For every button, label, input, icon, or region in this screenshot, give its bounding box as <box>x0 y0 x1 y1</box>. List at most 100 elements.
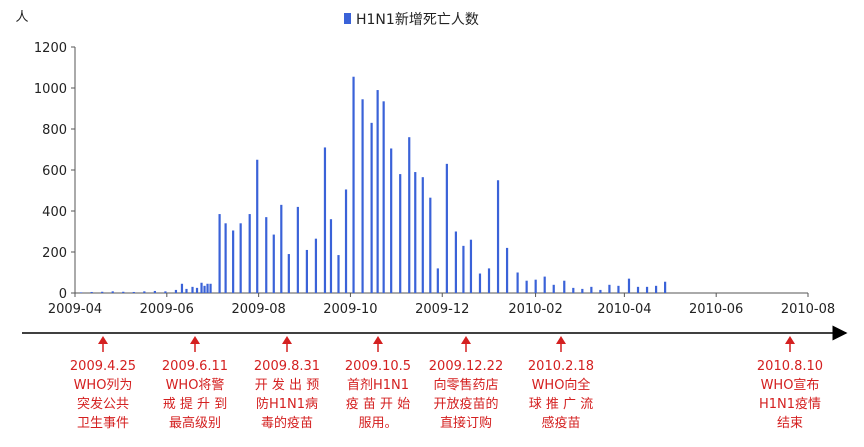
bar <box>414 172 417 293</box>
x-tick-label: 2009-08 <box>231 302 285 317</box>
bar <box>90 291 93 293</box>
bar <box>421 177 424 293</box>
event-description-line: 球 推 广 流 <box>529 397 593 412</box>
y-tick-label: 400 <box>42 205 67 220</box>
bar <box>209 283 212 293</box>
bar <box>256 159 259 293</box>
bar <box>143 291 146 293</box>
bar <box>599 289 602 293</box>
event-description-line: WHO将警 <box>166 377 225 393</box>
event-arrow-head <box>282 336 292 344</box>
bar <box>180 283 184 293</box>
bar <box>543 276 546 293</box>
bar <box>191 286 194 293</box>
event-description-line: 向零售药店 <box>433 377 498 393</box>
bar <box>436 268 439 293</box>
bar <box>454 231 457 293</box>
bar <box>329 219 333 293</box>
bar <box>370 122 373 293</box>
bar <box>534 279 537 293</box>
bar <box>224 223 227 293</box>
bar <box>195 287 199 293</box>
bar <box>608 284 611 293</box>
legend-label: H1N1新增死亡人数 <box>356 12 479 28</box>
event-description-line: 开 发 出 预 <box>255 377 319 393</box>
legend: H1N1新增死亡人数 <box>344 12 479 28</box>
event-description-line: 服用。 <box>358 416 397 431</box>
bar <box>399 174 402 293</box>
event-description-line: 戒 提 升 到 <box>163 396 227 412</box>
x-tick-label: 2009-06 <box>140 302 194 317</box>
event-date: 2010.2.18 <box>528 359 594 374</box>
bar <box>218 214 221 293</box>
bar <box>101 291 104 293</box>
bar <box>636 286 640 293</box>
y-tick-label: 600 <box>42 164 67 179</box>
event-date: 2009.10.5 <box>345 359 411 374</box>
y-tick-label: 800 <box>42 123 67 138</box>
event-arrow-head <box>98 336 108 344</box>
event-arrow-head <box>190 336 200 344</box>
event-description-line: WHO宣布 <box>761 377 820 393</box>
bar <box>239 223 242 293</box>
x-tick-label: 2009-10 <box>323 302 377 317</box>
y-axis-ticks: 0 200 400 600 800 1000 1200 <box>34 41 75 302</box>
x-tick-label: 2010-08 <box>781 302 835 317</box>
event-description-line: 感疫苗 <box>541 415 580 431</box>
x-tick-label: 2009-04 <box>48 302 102 317</box>
bar <box>248 214 251 293</box>
bar <box>478 273 482 293</box>
bar <box>272 234 275 293</box>
bar <box>185 288 188 293</box>
bar <box>265 217 268 293</box>
event-arrow-head <box>373 336 383 344</box>
y-tick-label: 1000 <box>34 82 67 97</box>
bar <box>206 283 209 293</box>
event-arrow-head <box>461 336 471 344</box>
x-axis-ticks: 2009-04 2009-06 2009-08 2009-10 2009-12 2010-… <box>48 293 835 317</box>
bar <box>323 147 327 293</box>
event-description-line: 结束 <box>777 416 803 431</box>
bar <box>314 238 318 293</box>
bar <box>487 268 491 293</box>
bar <box>516 272 519 293</box>
y-tick-label: 200 <box>42 246 67 261</box>
bar <box>617 285 620 293</box>
event-description-line: 首剂H1N1 <box>347 378 409 393</box>
event-date: 2009.6.11 <box>162 359 228 374</box>
event-description-line: WHO列为 <box>74 378 133 393</box>
bar <box>361 99 364 294</box>
bar <box>337 255 340 293</box>
bar <box>132 291 135 293</box>
bar <box>572 287 575 293</box>
event-description-line: 疫 苗 开 始 <box>346 396 410 412</box>
bar <box>111 291 114 293</box>
bar <box>563 280 566 293</box>
bar <box>203 285 206 293</box>
bar <box>80 292 83 293</box>
bar <box>232 230 235 293</box>
bar <box>296 206 299 293</box>
bar <box>525 280 528 293</box>
event-arrow-head <box>785 336 795 344</box>
bar <box>408 137 411 293</box>
bar <box>664 281 667 293</box>
event-arrow-head <box>556 336 566 344</box>
legend-swatch <box>344 13 351 24</box>
bar <box>462 245 465 293</box>
bar <box>280 204 283 293</box>
bar <box>469 239 473 293</box>
bar <box>552 284 555 293</box>
event-description-line: H1N1疫情 <box>759 396 821 412</box>
bar <box>305 249 308 293</box>
event-date: 2010.8.10 <box>757 359 823 374</box>
event-date: 2009.8.31 <box>254 359 320 374</box>
event-description-line: 卫生事件 <box>77 416 129 431</box>
